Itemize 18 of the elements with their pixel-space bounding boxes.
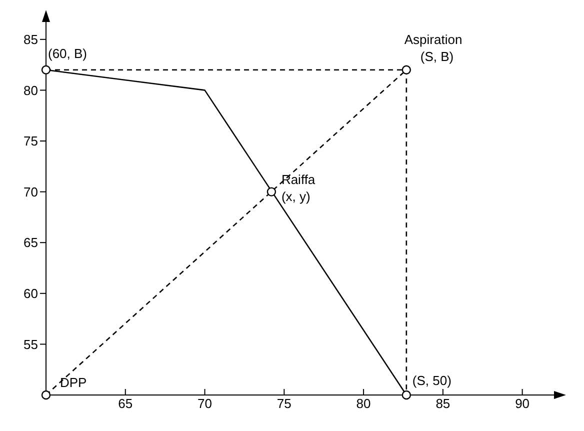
annotation: Raiffa (x, y) (281, 172, 316, 204)
annotation: Aspiration (S, B) (404, 32, 462, 64)
y-tick-label: 75 (24, 134, 38, 149)
annotation: (S, 50) (412, 373, 452, 388)
x-tick-label: 70 (198, 396, 212, 412)
y-tick-label: 65 (24, 235, 38, 250)
x-tick-label: 75 (276, 396, 292, 412)
y-tick-label: 80 (24, 82, 38, 98)
x-tick-label: 85 (436, 396, 450, 412)
annotation: (60, B) (48, 46, 88, 61)
annotation: DPP (60, 375, 87, 390)
x-tick-label: 90 (515, 396, 530, 412)
y-tick-label: 70 (24, 184, 38, 200)
y-tick-label: 60 (24, 286, 38, 302)
x-tick-label: 80 (356, 396, 371, 412)
x-tick-label: 65 (118, 396, 133, 412)
y-tick-label: 55 (24, 336, 38, 352)
y-tick-label: 85 (24, 32, 38, 48)
